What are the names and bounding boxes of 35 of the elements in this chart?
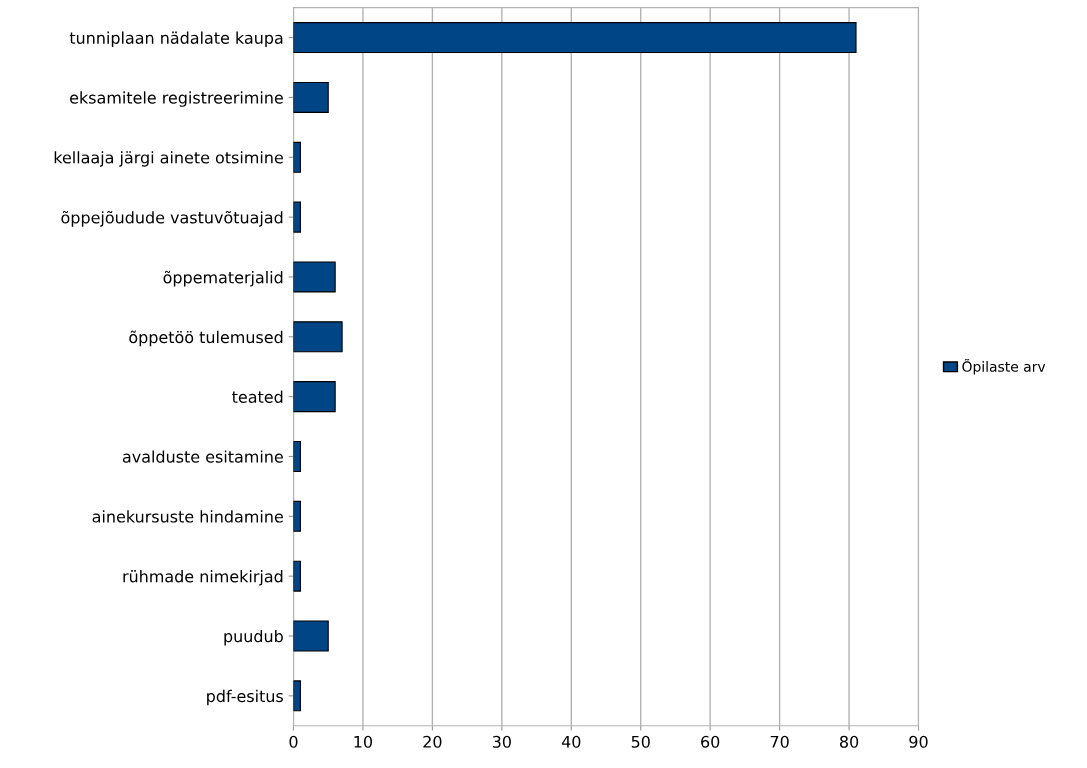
x-tick-label: 40 [561,735,581,748]
y-tick-label: eksamitele registreerimine [70,91,283,107]
bar [293,620,329,652]
x-tick-label: 90 [909,735,928,748]
x-tick-label: 30 [492,735,511,748]
bar [293,261,336,293]
y-tick-label: pdf-esitus [207,689,283,706]
y-tick-label: õppejõudude vastuvõtuajad [61,210,283,227]
bar [293,81,329,113]
x-tick-label: 80 [839,735,859,748]
y-tick-label: rühmade nimekirjad [123,570,283,586]
bar [293,22,857,54]
legend-label: Õpilaste arv [962,358,1046,375]
bar [293,560,301,592]
x-tick-label: 70 [770,735,789,748]
bar [293,500,301,532]
y-tick-label: õppematerjalid [163,270,283,287]
y-tick-label: avalduste esitamine [122,450,283,463]
x-tick-label: 10 [354,735,373,748]
x-tick-label: 60 [701,735,720,748]
y-tick-label: õppetöö tulemused [129,330,283,347]
bar [293,141,301,173]
bar [293,440,301,472]
y-tick-label: ainekursuste hindamine [92,510,283,523]
bar [293,680,301,712]
x-tick-label: 0 [289,735,298,748]
y-tick-label: puudub [224,629,283,646]
bar [293,201,301,233]
y-tick-label: kellaaja järgi ainete otsimine [54,151,283,167]
bar [293,321,343,353]
x-tick-label: 50 [631,735,650,748]
bar [293,381,336,413]
y-tick-label: tunniplaan nädalate kaupa [69,31,283,47]
x-tick-label: 20 [423,735,442,748]
y-tick-label: teated [232,390,283,403]
